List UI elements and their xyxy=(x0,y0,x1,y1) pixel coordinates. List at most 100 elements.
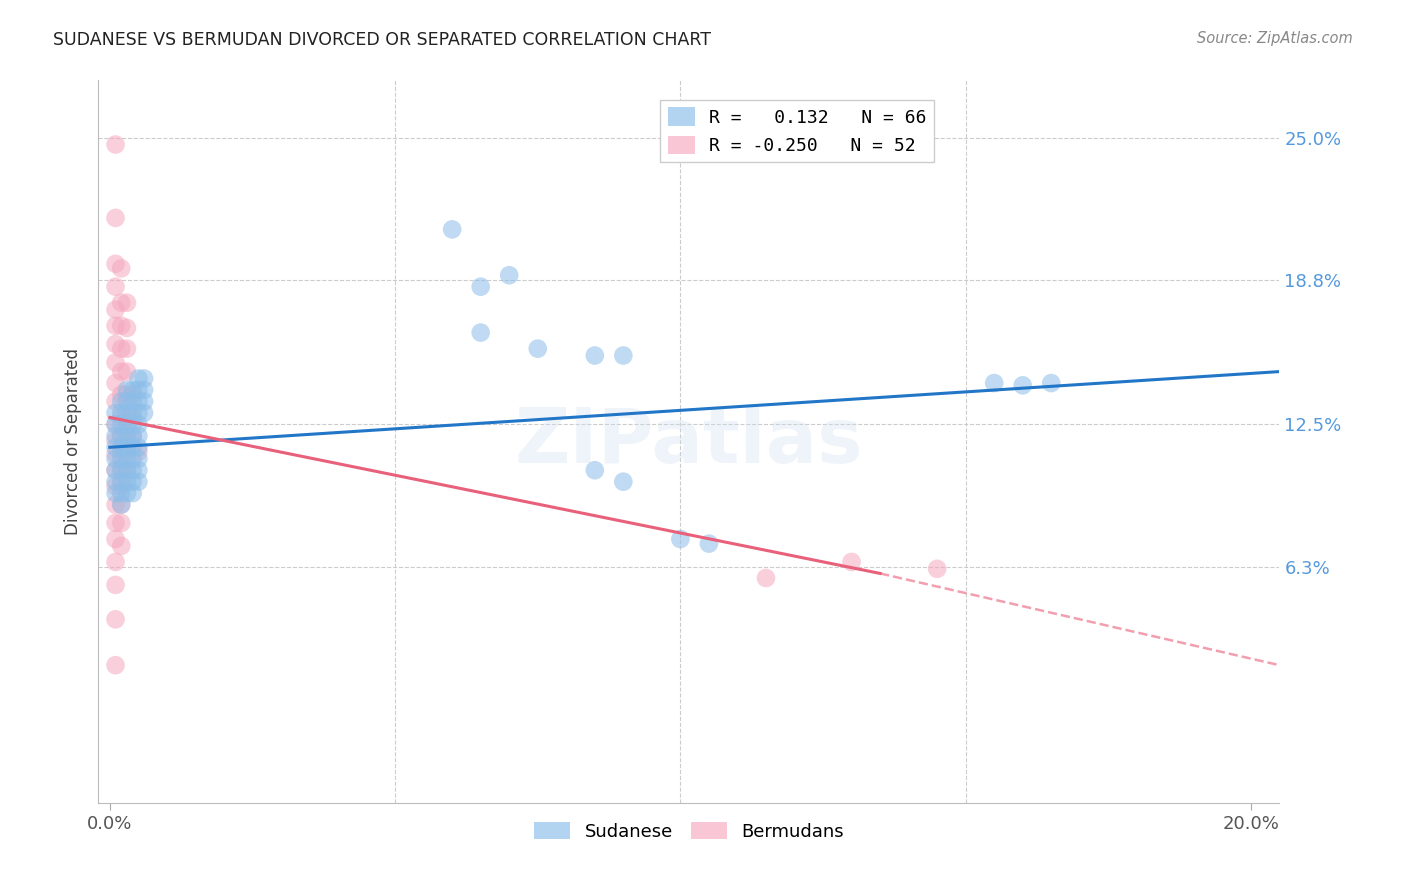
Point xyxy=(132,371,155,385)
Point xyxy=(104,463,127,477)
Point xyxy=(127,451,149,466)
Point xyxy=(104,376,127,390)
Point xyxy=(583,349,606,363)
Point xyxy=(110,406,132,420)
Point xyxy=(127,475,149,489)
Point xyxy=(127,463,149,477)
Point xyxy=(115,429,138,443)
Point xyxy=(110,451,132,466)
Point xyxy=(115,295,138,310)
Point xyxy=(110,394,132,409)
Point xyxy=(110,429,132,443)
Point xyxy=(104,355,127,369)
Y-axis label: Divorced or Separated: Divorced or Separated xyxy=(65,348,83,535)
Point xyxy=(104,578,127,592)
Point xyxy=(115,387,138,401)
Point xyxy=(121,451,143,466)
Point xyxy=(110,445,132,459)
Point xyxy=(104,532,127,546)
Point xyxy=(104,429,127,443)
Text: ZIPatlas: ZIPatlas xyxy=(515,405,863,478)
Point xyxy=(115,410,138,425)
Point xyxy=(127,371,149,385)
Point xyxy=(110,295,132,310)
Point xyxy=(110,429,132,443)
Point xyxy=(104,463,127,477)
Point xyxy=(104,417,127,432)
Point xyxy=(121,486,143,500)
Point xyxy=(104,447,127,461)
Point xyxy=(104,440,127,454)
Point xyxy=(104,434,127,448)
Point xyxy=(669,532,692,546)
Point xyxy=(612,475,634,489)
Point xyxy=(121,417,143,432)
Point xyxy=(121,440,143,454)
Point xyxy=(115,463,138,477)
Point xyxy=(121,387,143,401)
Point xyxy=(104,257,127,271)
Point xyxy=(115,440,138,454)
Point xyxy=(441,222,464,236)
Point xyxy=(115,445,138,459)
Point xyxy=(110,479,132,493)
Point xyxy=(110,365,132,379)
Point xyxy=(121,463,143,477)
Point xyxy=(110,539,132,553)
Point xyxy=(104,137,127,152)
Point xyxy=(127,440,149,454)
Point xyxy=(104,211,127,225)
Point xyxy=(132,383,155,397)
Point xyxy=(104,279,127,293)
Point xyxy=(697,536,720,550)
Point xyxy=(583,463,606,477)
Point xyxy=(104,417,127,432)
Point xyxy=(104,302,127,317)
Point xyxy=(110,342,132,356)
Point xyxy=(110,516,132,530)
Point xyxy=(127,445,149,459)
Point xyxy=(110,417,132,432)
Point xyxy=(104,555,127,569)
Point xyxy=(498,268,520,283)
Point xyxy=(110,498,132,512)
Point xyxy=(104,406,127,420)
Point xyxy=(121,406,143,420)
Point xyxy=(121,410,143,425)
Point xyxy=(104,318,127,333)
Point xyxy=(127,417,149,432)
Point xyxy=(110,463,132,477)
Point xyxy=(115,342,138,356)
Point xyxy=(121,429,143,443)
Point xyxy=(983,376,1005,390)
Point xyxy=(115,406,138,420)
Point xyxy=(115,486,138,500)
Point xyxy=(104,394,127,409)
Point xyxy=(104,516,127,530)
Point xyxy=(110,387,132,401)
Point xyxy=(104,475,127,489)
Point xyxy=(104,486,127,500)
Point xyxy=(612,349,634,363)
Point xyxy=(110,440,132,454)
Point xyxy=(115,429,138,443)
Point xyxy=(104,658,127,673)
Point xyxy=(132,406,155,420)
Point xyxy=(115,365,138,379)
Text: Source: ZipAtlas.com: Source: ZipAtlas.com xyxy=(1197,31,1353,46)
Point xyxy=(115,451,138,466)
Point xyxy=(121,394,143,409)
Point xyxy=(132,394,155,409)
Point xyxy=(115,475,138,489)
Point xyxy=(110,498,132,512)
Point xyxy=(841,555,863,569)
Point xyxy=(110,475,132,489)
Point xyxy=(115,417,138,432)
Point xyxy=(115,383,138,397)
Point xyxy=(127,383,149,397)
Point xyxy=(1011,378,1033,392)
Point xyxy=(127,394,149,409)
Point xyxy=(104,451,127,466)
Point xyxy=(1040,376,1063,390)
Point xyxy=(110,261,132,276)
